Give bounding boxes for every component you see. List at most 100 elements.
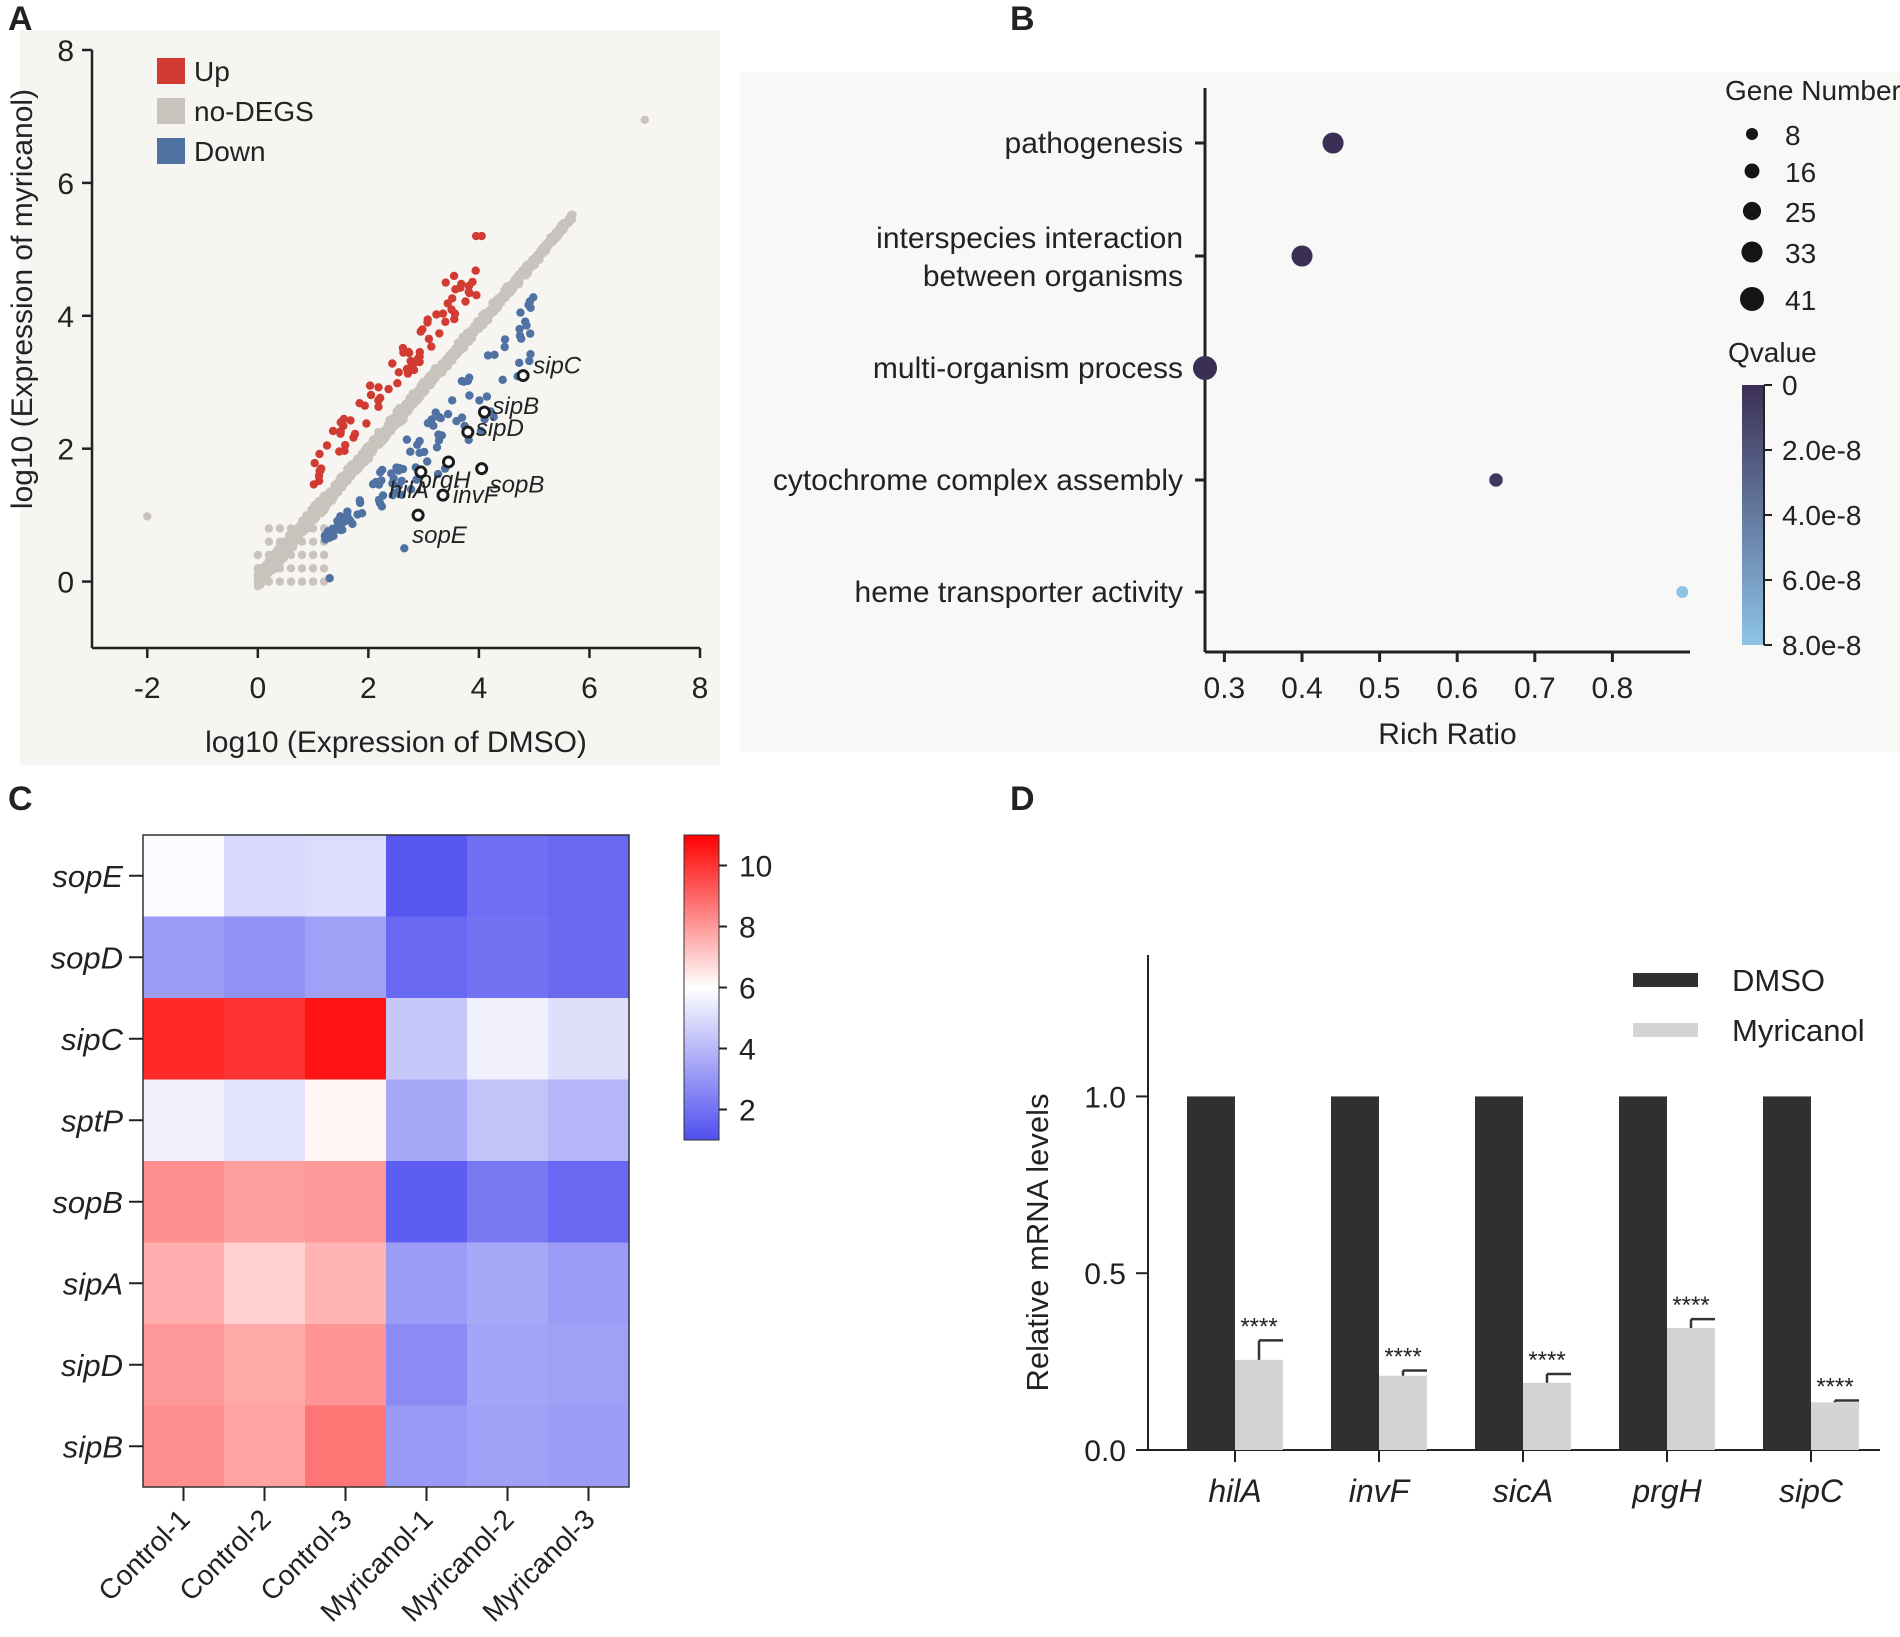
down-point [515, 358, 524, 367]
down-point [465, 391, 474, 400]
up-point [393, 379, 402, 388]
heatmap-cell [386, 998, 468, 1080]
up-point [315, 449, 324, 459]
up-point [472, 291, 481, 300]
down-point [526, 350, 535, 359]
no-deg-point [264, 564, 274, 573]
no-deg-point [297, 564, 307, 573]
up-point [471, 266, 480, 275]
heatmap-cell [548, 1405, 630, 1488]
down-point [476, 426, 486, 436]
no-deg-point [275, 550, 285, 560]
down-point [525, 297, 535, 306]
down-point [521, 317, 530, 326]
legend-label-dmso: DMSO [1732, 963, 1825, 998]
panel-d-label: D [1010, 780, 1035, 818]
up-point [449, 271, 459, 281]
x-tick-label: 0 [249, 672, 266, 705]
no-deg-point [329, 493, 338, 502]
size-legend-title: Gene Number [1725, 75, 1900, 106]
gene-label-invF: invF [453, 482, 500, 509]
panel-b-background [740, 72, 1900, 752]
down-point [433, 469, 443, 479]
row-label: sopB [52, 1185, 123, 1220]
enrichment-bubble [1291, 245, 1313, 267]
up-point [464, 281, 474, 291]
down-point [406, 485, 416, 494]
gene-label-sopE: sopE [412, 522, 468, 549]
up-point [450, 309, 460, 318]
no-deg-point [282, 544, 291, 553]
no-deg-point [264, 524, 274, 533]
up-point [355, 399, 364, 408]
heatmap-cell [305, 916, 387, 999]
gene-label-sipD: sipD [476, 415, 524, 442]
term-label: cytochrome complex assembly [773, 464, 1183, 497]
down-point [516, 308, 525, 317]
no-deg-point [319, 501, 329, 510]
no-deg-point [264, 550, 274, 560]
no-deg-point [275, 537, 285, 546]
no-deg-point [507, 282, 517, 292]
mrna-bar-chart: 0.0 0.5 1.0 Relative mRNA levels **** hilA ***… [1020, 955, 1880, 1509]
bar-dmso [1331, 1096, 1379, 1450]
legend-swatch-up [157, 58, 185, 84]
enrichment-bubble-chart: pathogenesis interspecies interaction betw… [773, 88, 1690, 751]
size-legend-dot [1744, 163, 1760, 179]
down-point [374, 495, 384, 505]
no-deg-point [311, 510, 320, 519]
no-deg-point [444, 353, 453, 363]
significance-label: **** [1672, 1292, 1709, 1319]
gene-marker-prgH [442, 455, 456, 469]
up-point [314, 476, 324, 486]
x-tick-label: 0.3 [1204, 672, 1246, 705]
no-deg-point [286, 537, 296, 546]
y-tick-label: 0 [57, 567, 74, 600]
size-legend-dot [1742, 201, 1762, 221]
term-label: heme transporter activity [855, 576, 1183, 609]
heatmap-cell [548, 835, 630, 917]
heatmap-cell [224, 1161, 306, 1243]
no-deg-point [353, 458, 362, 467]
colorbar-tick-label: 0 [1782, 370, 1798, 401]
row-label: sipA [63, 1266, 123, 1301]
no-deg-point [319, 564, 329, 573]
down-point [400, 544, 409, 553]
heatmap-cell [467, 1324, 549, 1406]
size-legend-dot [1740, 287, 1764, 311]
no-deg-point [319, 550, 329, 560]
outlier-point [640, 115, 649, 124]
down-point [525, 356, 534, 366]
down-point [355, 496, 364, 505]
no-deg-point [430, 366, 439, 375]
up-point [322, 441, 332, 450]
y-tick-label: 0.0 [1084, 1435, 1126, 1468]
down-point [432, 443, 442, 452]
down-point [435, 413, 444, 422]
no-deg-point [264, 577, 274, 586]
down-point [325, 574, 334, 583]
no-deg-point [308, 550, 318, 560]
bar-myricanol [1235, 1359, 1283, 1450]
down-point [406, 447, 415, 456]
up-point [339, 414, 348, 424]
heatmap-cell [224, 1405, 306, 1488]
no-deg-point [388, 421, 397, 430]
heatmap-cell [548, 1242, 630, 1325]
no-deg-point [275, 564, 285, 573]
no-deg-point [515, 272, 525, 281]
category-label: sicA [1493, 1473, 1553, 1509]
bar-dmso [1763, 1096, 1811, 1450]
enrichment-bubble [1193, 356, 1217, 380]
up-point [366, 390, 376, 400]
gene-marker-sopB [475, 462, 489, 476]
down-point [526, 329, 535, 338]
size-legend-dot [1746, 128, 1758, 140]
heatmap: sopEsopDsipCsptPsopBsipAsipDsipBControl-… [51, 834, 630, 1628]
up-point [394, 368, 403, 377]
down-point [329, 527, 339, 536]
down-point [515, 324, 524, 334]
enrichment-bubble [1489, 473, 1503, 487]
no-deg-point [514, 280, 523, 289]
bar-myricanol [1379, 1375, 1427, 1450]
